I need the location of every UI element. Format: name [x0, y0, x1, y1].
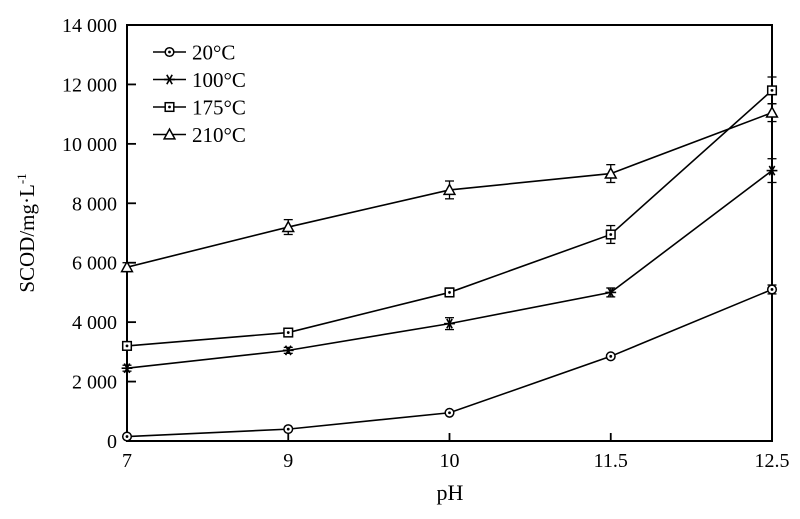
series-210C [120, 103, 779, 273]
x-tick-label: 10 [440, 450, 460, 472]
y-tick-label: 0 [107, 431, 117, 453]
marker-asterisk [444, 318, 455, 329]
legend-item-210C: 210°C [153, 123, 246, 147]
y-tick-label: 14 000 [62, 15, 117, 37]
x-axis-title: pH [436, 480, 464, 505]
marker-circle [605, 351, 616, 362]
marker-asterisk [282, 345, 294, 356]
legend-item-20C: 20°C [153, 41, 235, 65]
y-axis-title-exponent: -1 [14, 173, 29, 185]
y-axis-title-base: SCOD/mg·L [15, 184, 39, 293]
marker-circle [444, 407, 455, 418]
marker-triangle [162, 127, 177, 140]
marker-triangle [604, 166, 618, 179]
axes [126, 24, 773, 442]
marker-square [164, 101, 175, 113]
marker-asterisk [766, 165, 778, 176]
marker-triangle [765, 105, 779, 118]
marker-circle [766, 284, 778, 295]
marker-square [121, 340, 133, 351]
marker-square [283, 327, 294, 338]
y-tick-label: 8 000 [72, 193, 117, 215]
series-100C [121, 158, 778, 374]
marker-square [605, 229, 616, 240]
marker-asterisk [121, 363, 133, 374]
legend-label: 175°C [192, 96, 246, 120]
marker-asterisk [605, 287, 617, 298]
legend-label: 100°C [192, 68, 246, 92]
marker-asterisk [164, 74, 175, 85]
x-tick-label: 7 [122, 450, 132, 472]
y-tick-label: 10 000 [62, 134, 117, 156]
marker-circle [164, 46, 175, 58]
y-tick-label: 12 000 [62, 74, 117, 96]
marker-square [444, 287, 455, 298]
marker-circle [283, 424, 294, 435]
x-tick-label: 9 [283, 450, 293, 472]
legend: 20°C 100°C 175°C 210°C [153, 41, 246, 147]
legend-label: 210°C [192, 123, 246, 147]
y-tick-label: 4 000 [72, 312, 117, 334]
series-20C [121, 284, 778, 442]
marker-triangle [120, 260, 134, 273]
y-tick-label: 6 000 [72, 253, 117, 275]
x-tick-label: 11.5 [594, 450, 628, 472]
legend-item-175C: 175°C [153, 96, 246, 120]
legend-item-100C: 100°C [153, 68, 246, 92]
marker-triangle [281, 220, 295, 233]
legend-label: 20°C [192, 41, 235, 65]
marker-circle [121, 431, 133, 442]
marker-square [766, 85, 778, 96]
marker-triangle [442, 182, 457, 196]
y-axis-title: SCOD/mg·L-1 [14, 173, 40, 292]
x-tick-label: 12.5 [755, 450, 790, 472]
y-tick-label: 2 000 [72, 372, 117, 394]
